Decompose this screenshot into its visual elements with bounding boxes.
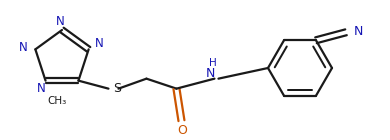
Text: CH₃: CH₃ [48,96,67,106]
Text: O: O [177,124,188,137]
Text: N: N [95,37,103,50]
Text: S: S [113,82,121,95]
Text: N: N [56,15,64,27]
Text: N: N [37,82,46,95]
Text: H: H [209,58,216,68]
Text: N: N [206,67,215,80]
Text: N: N [354,25,363,38]
Text: N: N [19,41,27,54]
